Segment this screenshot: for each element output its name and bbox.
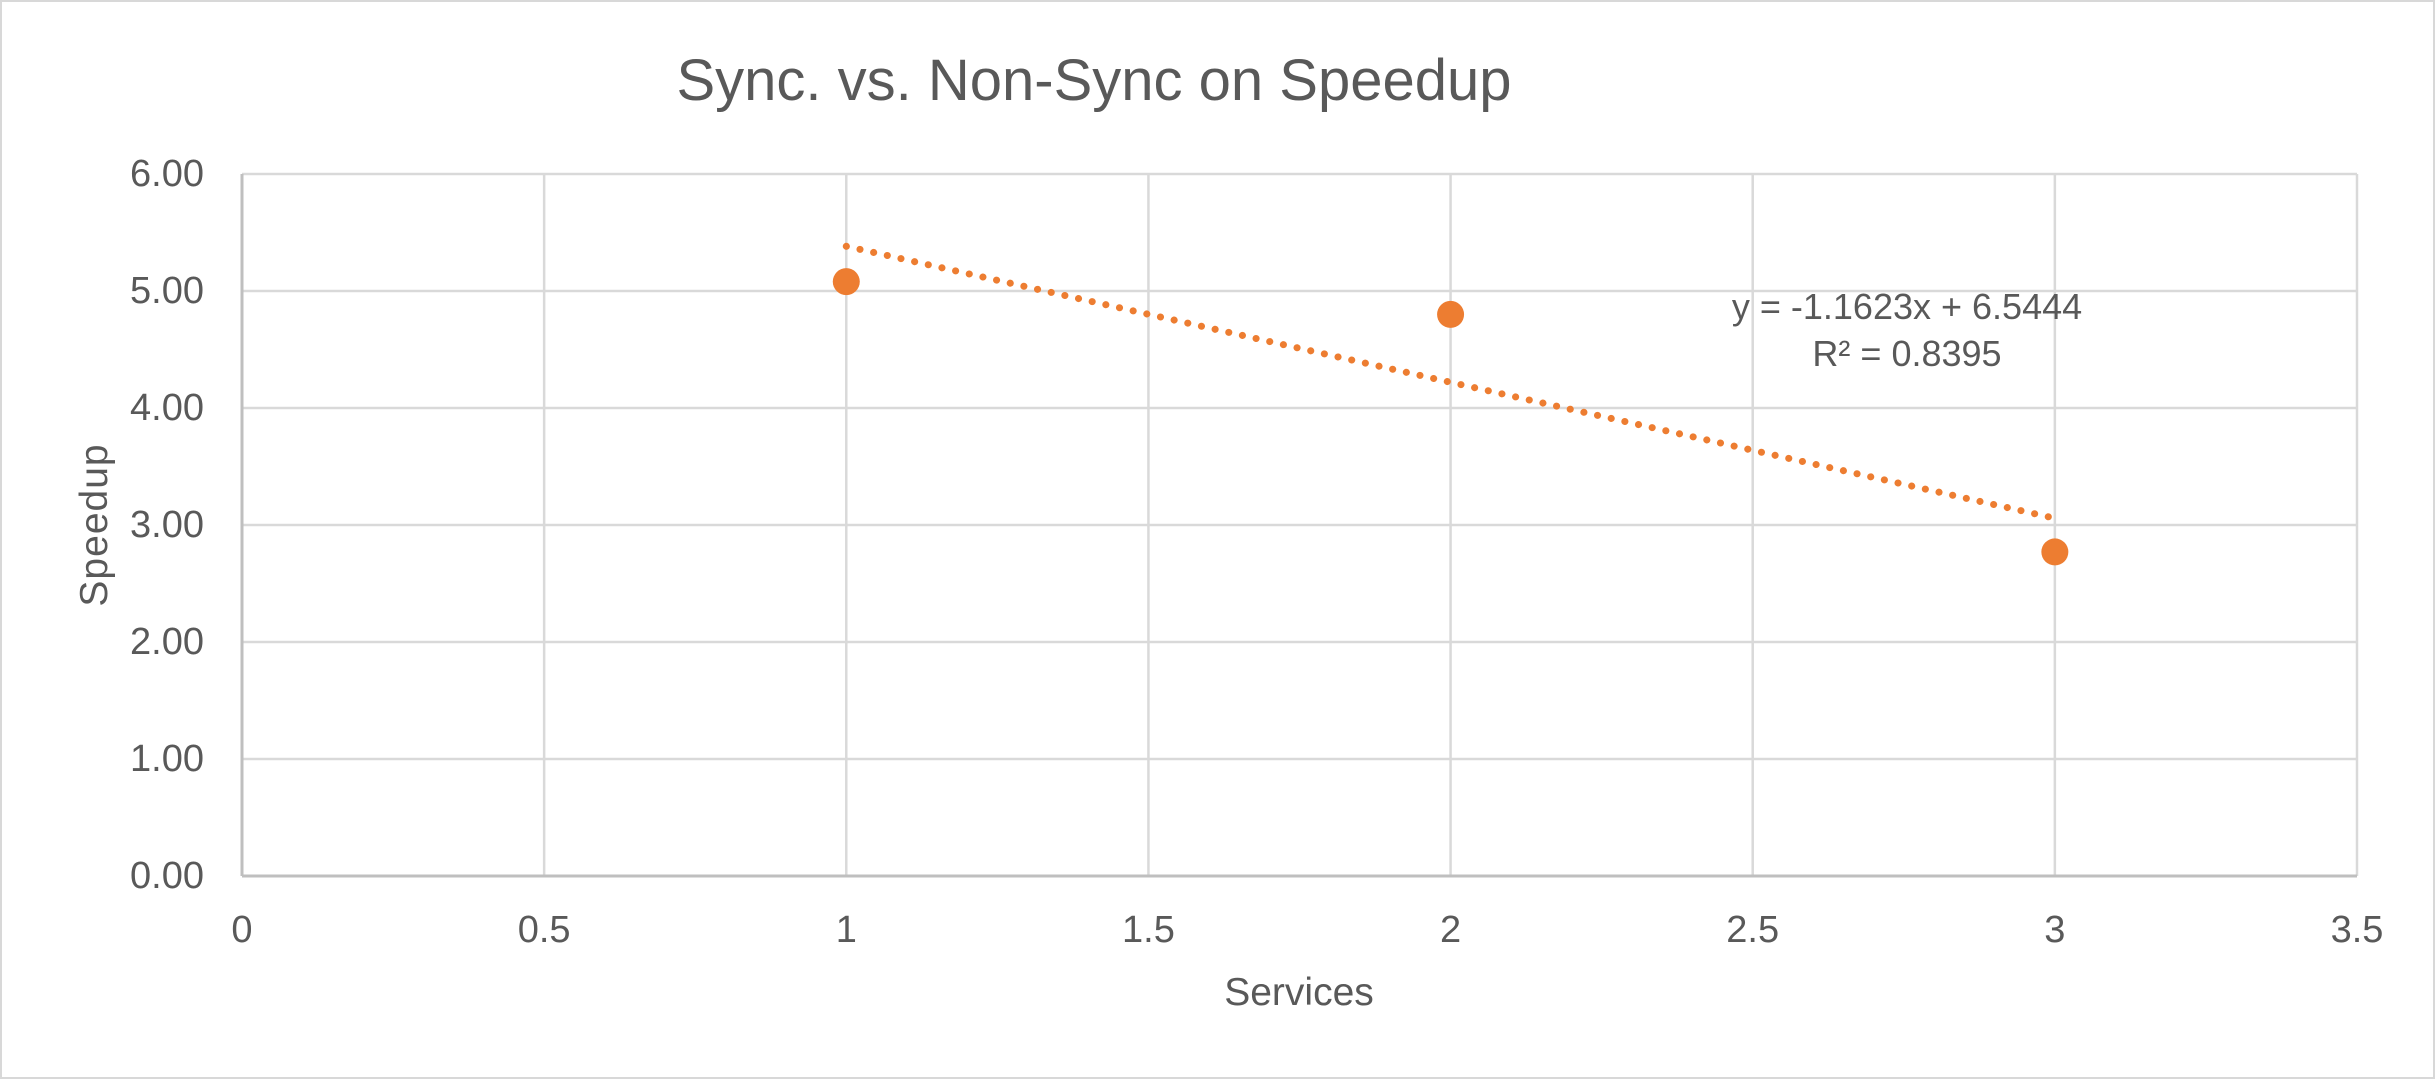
x-tick-label: 2.5	[1726, 909, 1780, 951]
data-point	[2041, 538, 2069, 566]
x-tick-label: 1.5	[1122, 909, 1175, 951]
data-point	[832, 268, 860, 296]
y-tick-label: 0.00	[130, 855, 204, 897]
trendline-annotation: y = -1.1623x + 6.5444 R² = 0.8395	[1732, 283, 2082, 377]
x-tick-label: 3	[2044, 909, 2066, 951]
x-tick-label: 3.5	[2330, 909, 2384, 951]
data-point	[1437, 300, 1465, 328]
trendline-r-squared: R² = 0.8395	[1812, 333, 2002, 374]
y-tick-label: 2.00	[130, 621, 204, 663]
y-tick-label: 6.00	[130, 153, 204, 195]
trendline	[842, 242, 2059, 522]
y-tick-label: 4.00	[130, 387, 204, 429]
x-tick-label: 2	[1439, 909, 1462, 951]
trendline-equation: y = -1.1623x + 6.5444	[1731, 286, 2083, 327]
y-tick-label: 1.00	[130, 738, 204, 780]
chart-title: Sync. vs. Non-Sync on Speedup	[676, 48, 1512, 113]
x-axis-title: Services	[1224, 971, 1374, 1014]
x-tick-label: 0	[231, 909, 253, 951]
x-tick-label: 1	[835, 909, 857, 951]
y-axis-title: Speedup	[73, 443, 116, 607]
y-tick-label: 5.00	[130, 270, 204, 312]
x-tick-label: 0.5	[517, 909, 571, 951]
y-tick-label: 3.00	[130, 504, 204, 546]
